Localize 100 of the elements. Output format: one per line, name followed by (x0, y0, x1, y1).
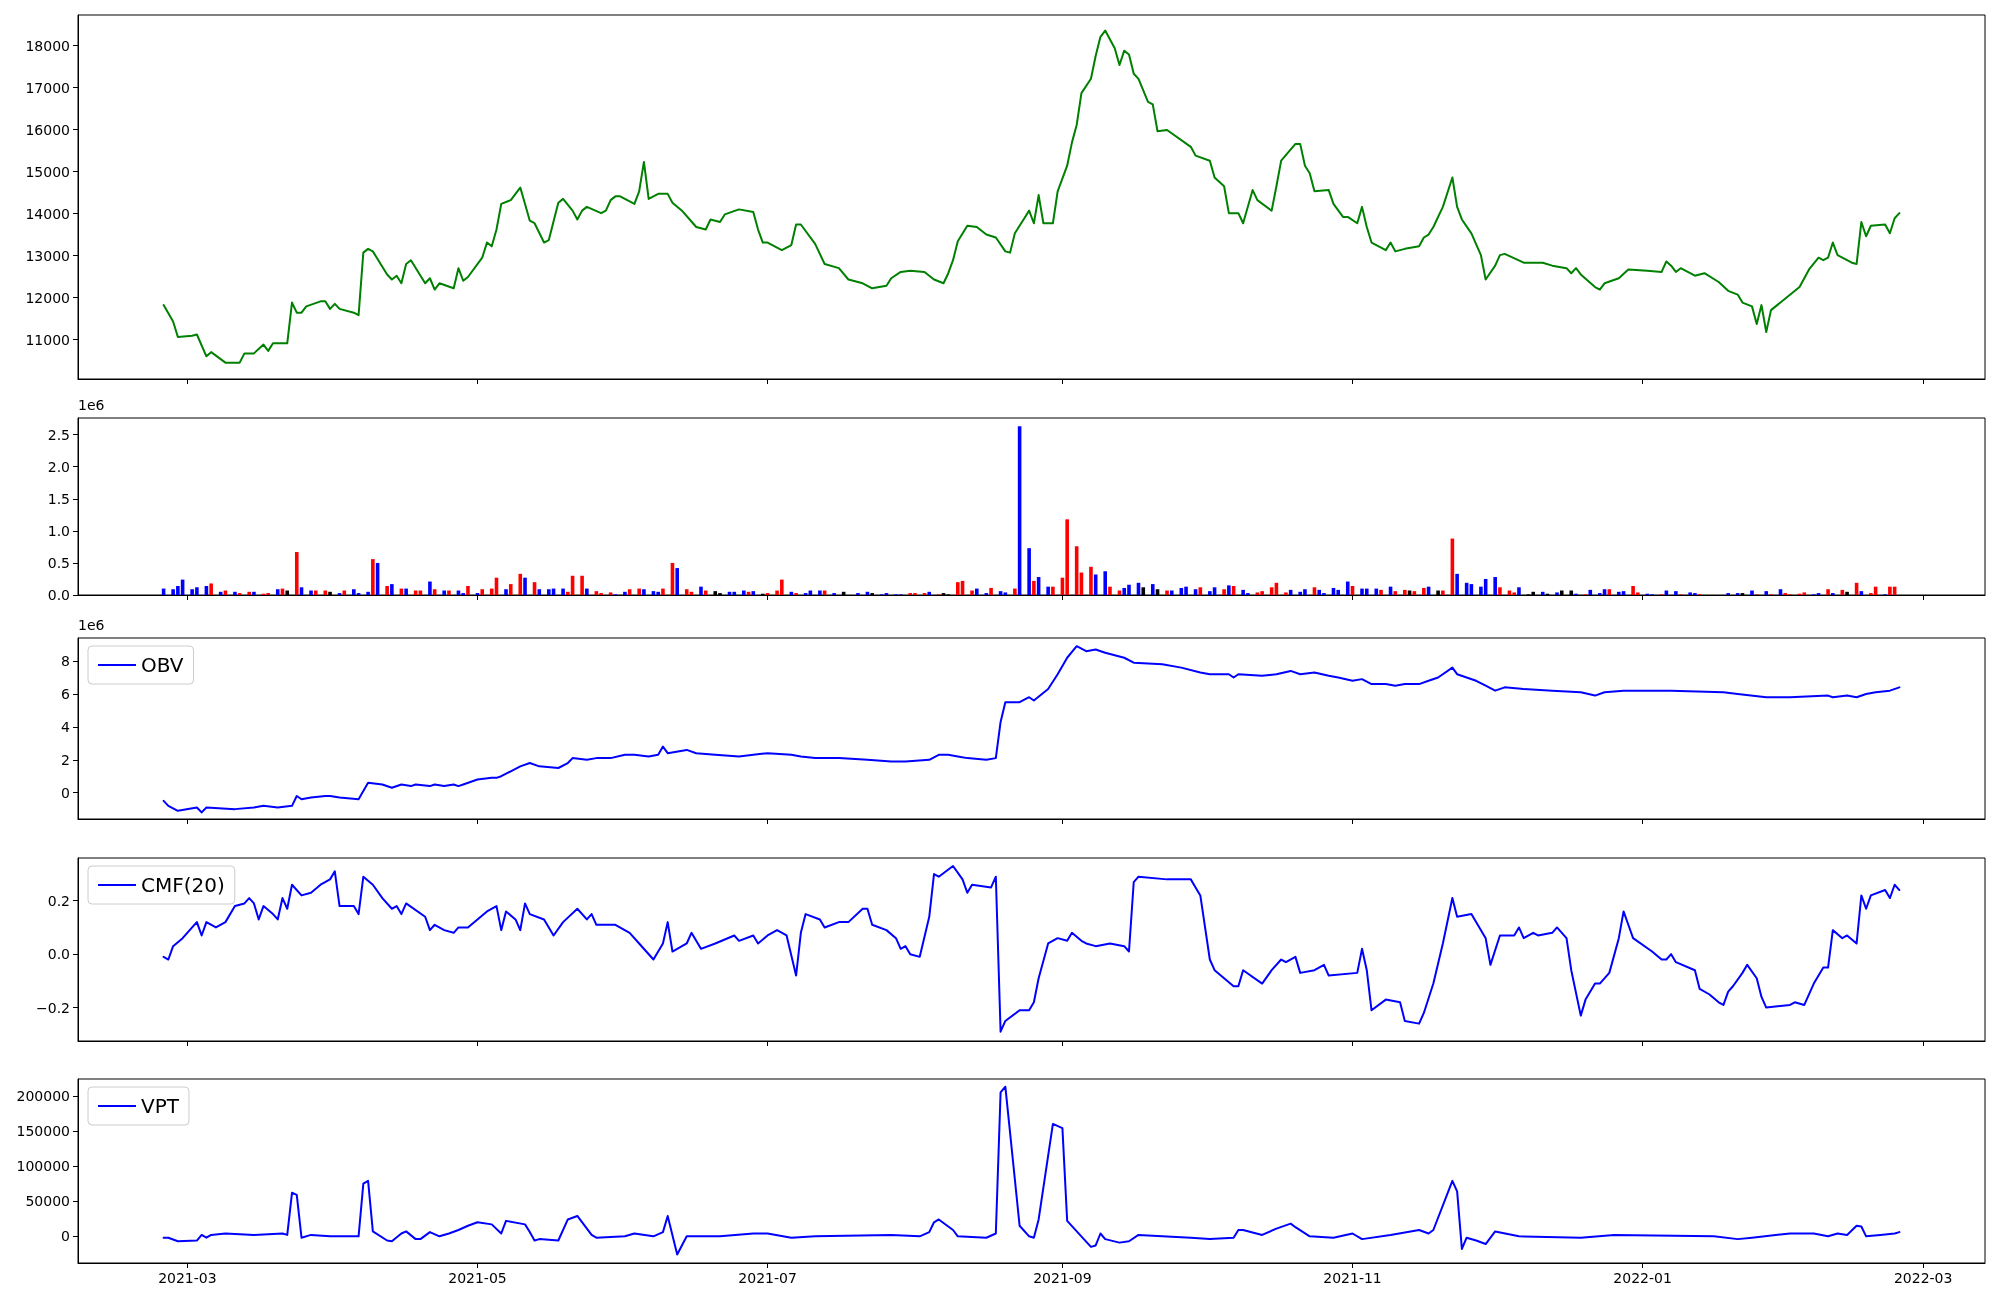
bar (927, 591, 932, 595)
bar (1493, 577, 1497, 595)
y-tick-label: 50000 (25, 1193, 70, 1210)
y-tick-label: 1.5 (47, 490, 70, 507)
bar (508, 584, 513, 595)
text: 1e6 (78, 617, 105, 633)
bar (247, 591, 251, 595)
bar (466, 586, 470, 595)
y-tick-label: 2 (61, 751, 70, 768)
bar (428, 581, 432, 595)
y-tick-label: 0 (61, 784, 70, 801)
y-tick-label: 13000 (25, 247, 70, 264)
bar (585, 588, 589, 595)
x-tick-label: 2021-09 (1033, 1270, 1092, 1286)
bar (294, 552, 299, 595)
bar (699, 586, 703, 595)
bar (1165, 590, 1169, 595)
legend-label: CMF(20) (141, 873, 225, 897)
bar (1498, 587, 1502, 595)
bar (1403, 589, 1407, 595)
y-tick-label: 150000 (16, 1122, 70, 1139)
bar (442, 590, 446, 595)
y-tick-label: 11000 (25, 331, 70, 348)
bar (1122, 587, 1127, 595)
bar (1617, 591, 1621, 595)
y-tick-label: 0.2 (47, 892, 70, 909)
bar (1379, 589, 1383, 595)
bar (1284, 592, 1288, 595)
y-tick-label: −0.2 (36, 999, 70, 1016)
x-tick-label: 2021-05 (448, 1270, 507, 1286)
bar (975, 588, 979, 595)
bar (371, 559, 375, 595)
y-tick-label: 100000 (16, 1158, 70, 1175)
bar (970, 590, 974, 595)
bar (537, 589, 542, 595)
text: 1e6 (78, 397, 105, 413)
bar (703, 590, 708, 595)
bar (1013, 588, 1017, 595)
bar (1345, 581, 1350, 595)
bar (561, 588, 565, 595)
y-tick-label: 2.0 (47, 458, 70, 475)
bar (480, 589, 485, 595)
bar (1540, 591, 1545, 595)
bar (608, 592, 613, 595)
y-tick-label: 0 (61, 1228, 70, 1245)
bar (580, 575, 584, 595)
bar (1103, 571, 1108, 595)
bar (1222, 589, 1226, 595)
y-tick-label: 18000 (25, 37, 70, 54)
bar (1260, 591, 1264, 595)
y-tick-label: 16000 (25, 121, 70, 138)
y-tick-label: 0.0 (47, 946, 70, 963)
bar (989, 587, 993, 595)
bar (656, 591, 660, 595)
bar (642, 589, 646, 595)
bar (661, 588, 665, 595)
bar (1555, 592, 1559, 595)
bar (1826, 589, 1830, 595)
bar (323, 590, 328, 595)
bar (684, 589, 689, 595)
bar (275, 589, 280, 595)
bar (1089, 566, 1093, 595)
y-tick-label: 17000 (25, 79, 70, 96)
y-tick-label: 1.0 (47, 522, 70, 539)
bar (390, 584, 394, 595)
bar (1150, 584, 1155, 595)
bar (518, 573, 523, 595)
bar (504, 589, 508, 595)
bar (1750, 590, 1754, 595)
bar (1888, 586, 1892, 595)
bar (309, 590, 313, 595)
bar (1764, 591, 1769, 595)
bar (637, 588, 641, 595)
y-tick-label: 0.5 (47, 554, 70, 571)
bar (1517, 587, 1521, 595)
bar (313, 590, 318, 595)
x-tick-label: 2022-01 (1613, 1270, 1672, 1286)
x-tick-label: 2021-11 (1323, 1270, 1382, 1286)
bar (352, 589, 356, 595)
y-tick-label: 200000 (16, 1087, 70, 1104)
bar (1046, 586, 1050, 595)
bar (1455, 573, 1459, 595)
bar (623, 591, 627, 595)
bar (1032, 580, 1036, 595)
bar (404, 588, 408, 595)
bar (1364, 588, 1369, 595)
bar (1208, 591, 1212, 595)
bar (1065, 519, 1069, 595)
bar (252, 591, 256, 595)
bar (1674, 591, 1678, 595)
legend-label: VPT (141, 1094, 180, 1118)
bar (1317, 589, 1322, 595)
y-tick-label: 12000 (25, 289, 70, 306)
bar (1588, 589, 1593, 595)
x-tick-label: 2022-03 (1893, 1270, 1953, 1286)
x-tick-label: 2021-03 (158, 1270, 217, 1286)
bar (818, 590, 822, 595)
bar (1255, 592, 1260, 595)
y-tick-label: 6 (61, 685, 71, 702)
line-series (162, 29, 1901, 364)
